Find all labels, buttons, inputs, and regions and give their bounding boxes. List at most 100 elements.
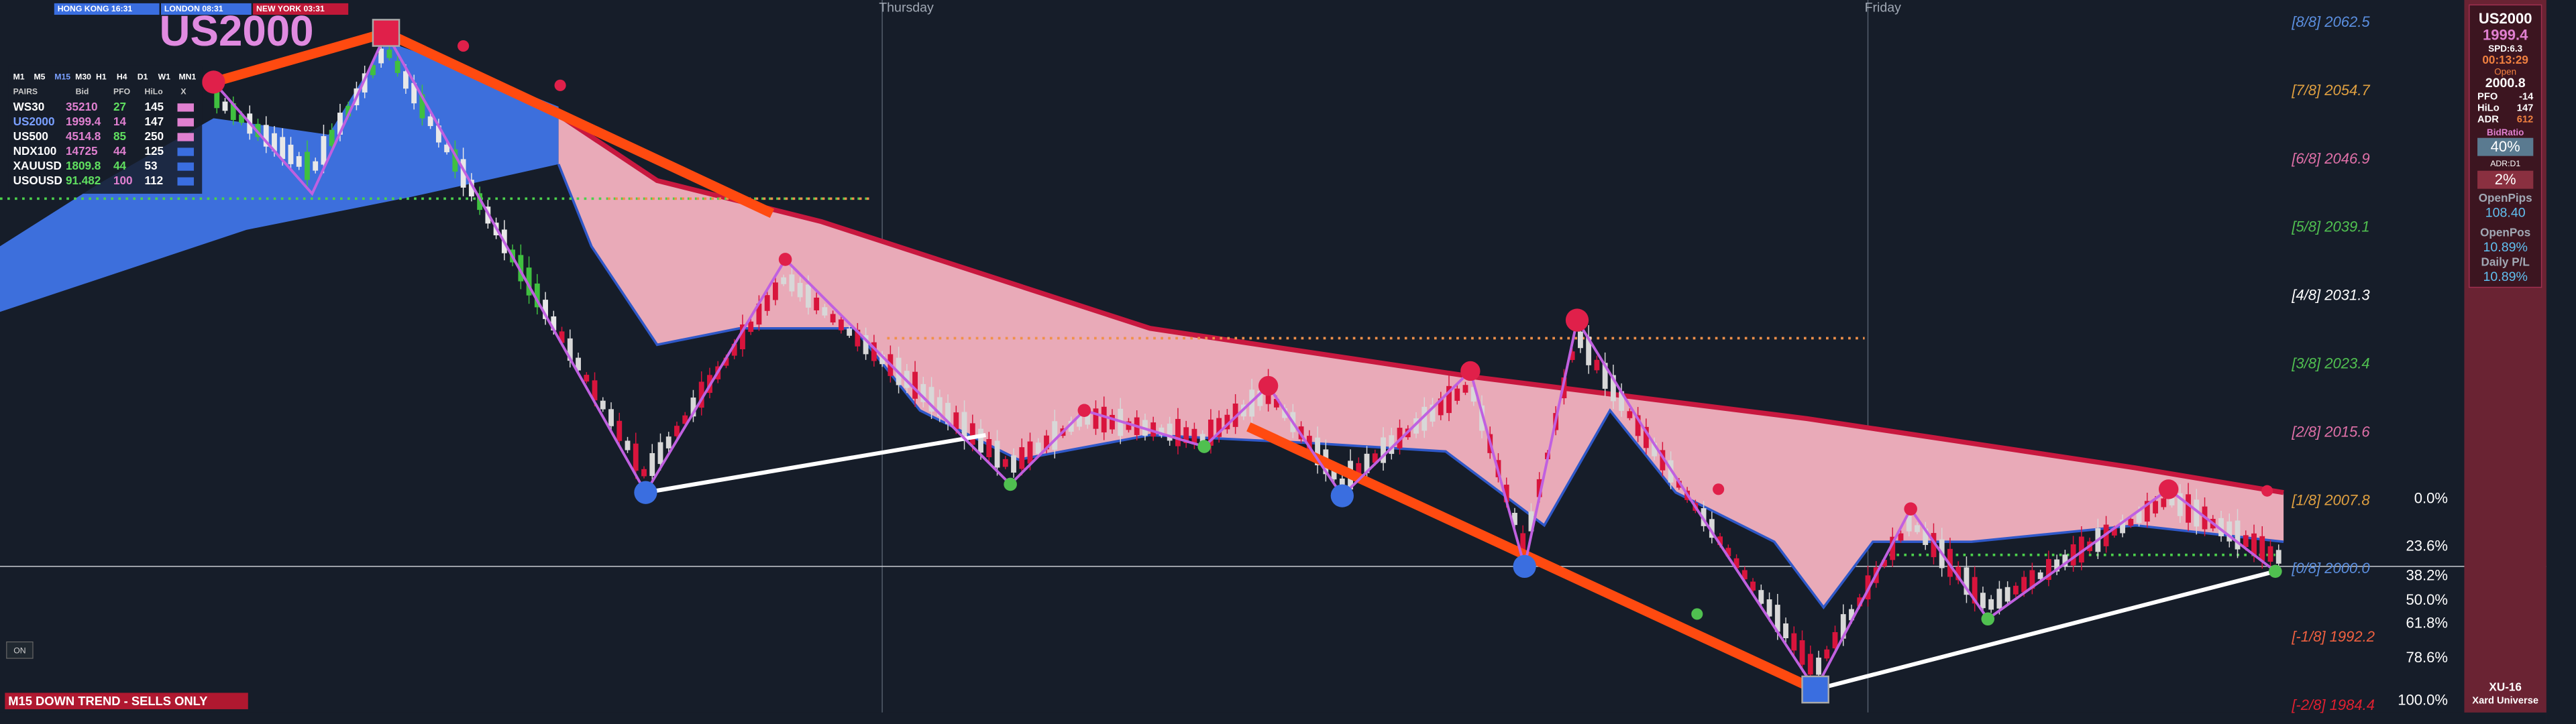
high-marker xyxy=(778,253,792,266)
info-label: BidRatio xyxy=(2487,127,2524,137)
candle xyxy=(337,113,343,135)
ratio-box xyxy=(2477,137,2534,156)
table-cell: 145 xyxy=(145,100,164,113)
candle xyxy=(1915,525,1920,532)
candle xyxy=(978,428,983,453)
candle xyxy=(1257,390,1263,406)
candle xyxy=(674,426,680,436)
low-marker xyxy=(1197,440,1211,453)
table-cell: NDX100 xyxy=(13,144,57,158)
candle xyxy=(748,321,754,333)
info-bid: 1999.4 xyxy=(2483,27,2528,44)
candle xyxy=(2235,520,2241,550)
candle xyxy=(1077,414,1082,427)
candle xyxy=(698,381,704,408)
candle xyxy=(1470,387,1477,402)
info-value: 10.89% xyxy=(2483,269,2527,284)
timeframe: H4 xyxy=(117,72,127,81)
table-cell: 4514.8 xyxy=(66,129,101,143)
pair-status xyxy=(177,177,194,186)
candle xyxy=(518,255,524,282)
candle xyxy=(1183,427,1189,444)
candle xyxy=(1799,640,1805,665)
price-axis xyxy=(2546,0,2576,724)
candle xyxy=(592,380,598,401)
low-marker xyxy=(1801,675,1829,704)
candle xyxy=(2029,570,2035,589)
candle xyxy=(305,152,310,180)
signal-dot xyxy=(554,79,566,91)
info-stat-value: 612 xyxy=(2517,115,2534,125)
pair-status xyxy=(177,103,194,112)
candle xyxy=(2161,498,2167,507)
low-marker xyxy=(1513,554,1536,579)
pair-status xyxy=(177,147,194,156)
chart-title: US2000 xyxy=(160,7,314,55)
candle xyxy=(329,129,335,146)
high-marker xyxy=(2158,479,2179,499)
candle xyxy=(1840,614,1846,639)
candle xyxy=(608,409,614,426)
candle xyxy=(986,439,992,458)
toggle-label[interactable]: ON xyxy=(13,646,25,655)
candle xyxy=(600,400,606,410)
table-cell: 44 xyxy=(113,159,127,172)
fib-label: 50.0% xyxy=(2406,591,2448,608)
day-label: Thursday xyxy=(879,0,934,15)
info-open: 2000.8 xyxy=(2485,76,2526,90)
candle xyxy=(2111,528,2117,536)
candle xyxy=(1619,391,1625,411)
candle xyxy=(1068,420,1074,432)
candle xyxy=(756,303,762,325)
candle xyxy=(641,469,647,477)
candle xyxy=(2251,533,2257,556)
candle xyxy=(1339,478,1345,489)
candle xyxy=(1356,463,1362,478)
table-cell: 14 xyxy=(113,115,127,128)
candle xyxy=(1955,566,1962,581)
candle xyxy=(1586,337,1592,365)
low-marker xyxy=(1330,484,1354,507)
candle xyxy=(1019,447,1025,469)
candle xyxy=(1421,406,1428,431)
fib-label: 78.6% xyxy=(2406,649,2448,666)
candle xyxy=(1167,423,1173,441)
candle xyxy=(1315,437,1321,466)
toggle-button[interactable] xyxy=(6,641,34,659)
candle xyxy=(1758,590,1764,604)
high-marker xyxy=(202,70,225,94)
candle xyxy=(961,412,967,441)
candle xyxy=(1364,453,1370,473)
candle xyxy=(559,331,565,343)
candle xyxy=(1774,605,1780,632)
candle xyxy=(1988,599,1994,610)
candle xyxy=(649,452,655,476)
table-cell: USOUSD xyxy=(13,174,62,187)
murrey-label: [-2/8] 1984.4 xyxy=(2291,697,2375,713)
candle xyxy=(1430,404,1436,422)
candle xyxy=(731,343,737,356)
candle xyxy=(1931,533,1937,558)
candle xyxy=(345,105,352,117)
candle xyxy=(272,133,277,152)
session-box xyxy=(253,3,349,15)
info-spread: SPD:6.3 xyxy=(2488,44,2522,54)
candle xyxy=(1602,363,1608,389)
table-cell: 53 xyxy=(145,159,158,172)
candle xyxy=(920,383,926,402)
fib-label: 38.2% xyxy=(2406,566,2448,583)
candle xyxy=(847,328,853,336)
candle xyxy=(2062,554,2068,567)
timeframe: M1 xyxy=(13,72,25,81)
candle xyxy=(1569,351,1575,361)
swing-markers xyxy=(202,19,2282,704)
candle xyxy=(2070,544,2076,566)
info-label: ADR:D1 xyxy=(2490,159,2520,168)
candle xyxy=(1216,418,1222,437)
candle xyxy=(427,116,433,127)
candle xyxy=(2144,501,2150,522)
candle xyxy=(1454,388,1460,401)
timeframe: W1 xyxy=(158,72,171,81)
candle xyxy=(378,48,384,64)
candle xyxy=(2021,577,2027,593)
